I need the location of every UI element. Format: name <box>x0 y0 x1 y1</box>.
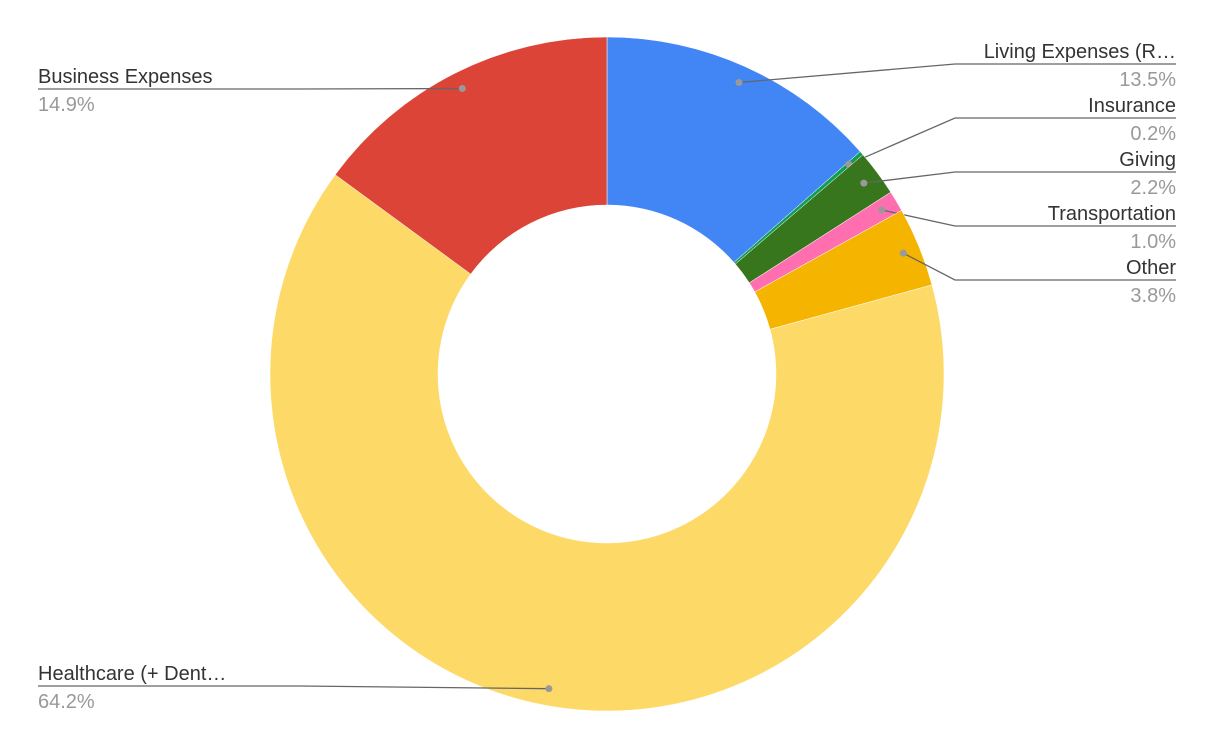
leader-line <box>903 252 1176 281</box>
slice-value: 0.2% <box>1130 123 1176 145</box>
slice-label: Living Expenses (R… <box>984 41 1176 63</box>
slice-label: Healthcare (+ Dent… <box>38 663 226 685</box>
slice-value: 14.9% <box>38 94 95 116</box>
slice <box>334 36 608 275</box>
leader-line <box>738 63 1176 84</box>
slice-label: Giving <box>1119 149 1176 171</box>
leader-line <box>881 209 1176 227</box>
slice-value: 13.5% <box>1119 69 1176 91</box>
slice-value: 2.2% <box>1130 177 1176 199</box>
slice-value: 1.0% <box>1130 231 1176 253</box>
slice <box>606 36 861 263</box>
slice-value: 64.2% <box>38 691 95 713</box>
leader-dot <box>860 179 868 187</box>
leader-dot <box>878 206 886 214</box>
leader-dot <box>735 78 743 86</box>
slice-label: Other <box>1126 257 1176 279</box>
slice-label: Transportation <box>1048 203 1176 225</box>
leader-dot <box>458 85 466 93</box>
slice-label: Insurance <box>1088 95 1176 117</box>
slice-label: Business Expenses <box>38 66 213 88</box>
leader-line <box>848 117 1176 165</box>
leader-line <box>863 171 1176 184</box>
leader-dot <box>899 249 907 257</box>
leader-line <box>38 685 549 690</box>
slice <box>269 174 945 712</box>
slice-value: 3.8% <box>1130 285 1176 307</box>
leader-dot <box>545 685 553 693</box>
